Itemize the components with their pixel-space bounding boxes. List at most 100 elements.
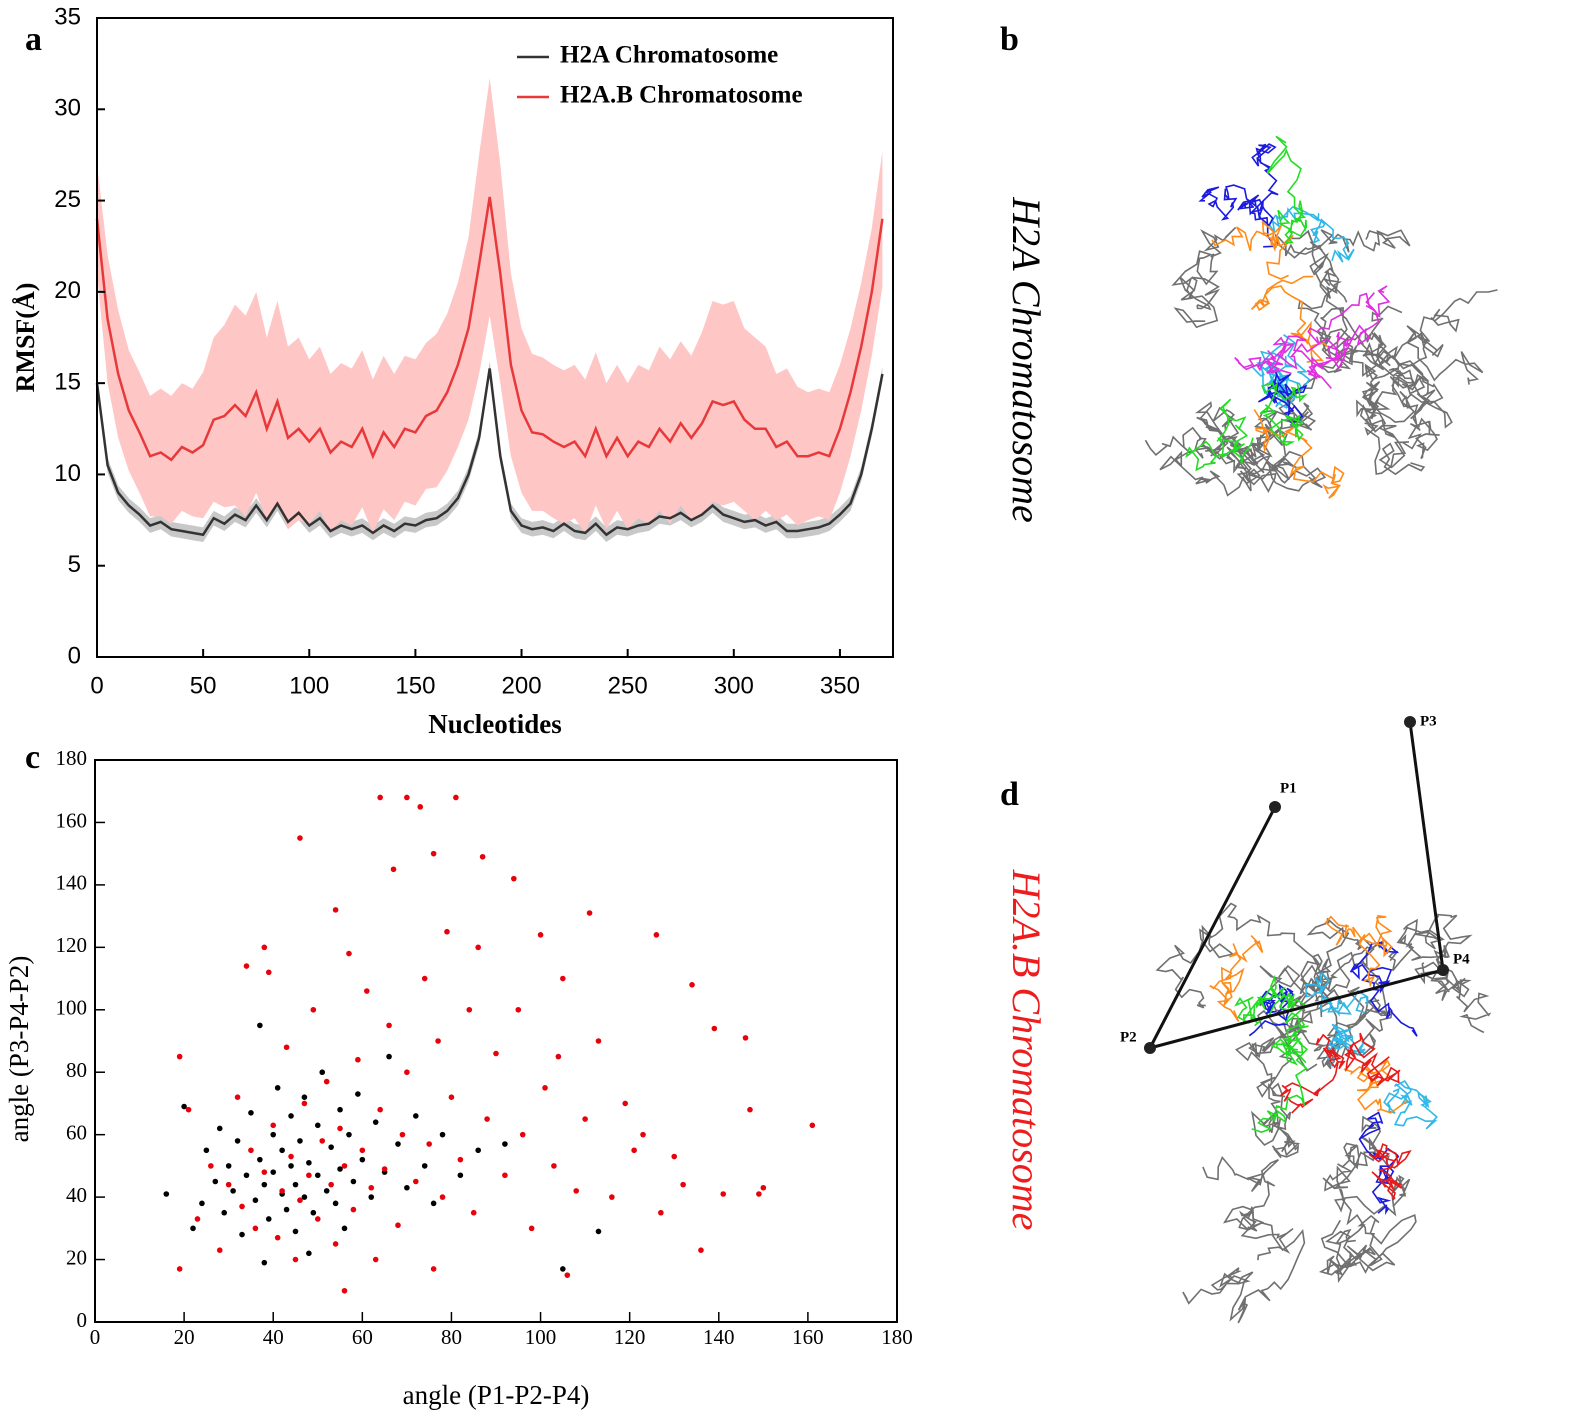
x-axis-title: Nucleotides bbox=[428, 709, 561, 739]
scatter-point bbox=[283, 1044, 290, 1051]
scatter-point bbox=[279, 1188, 285, 1194]
scatter-point bbox=[297, 1197, 303, 1204]
scatter-point bbox=[698, 1247, 704, 1253]
scatter-point bbox=[297, 835, 303, 841]
scatter-point bbox=[216, 1125, 223, 1132]
scatter-point bbox=[265, 1216, 272, 1222]
molecule-strand bbox=[1311, 940, 1384, 1018]
legend-label: H2A.B Chromatosome bbox=[560, 82, 803, 109]
point-label: P2 bbox=[1120, 1029, 1137, 1045]
legend-label: H2A Chromatosome bbox=[560, 42, 778, 69]
molecule-strand bbox=[1318, 307, 1391, 377]
scatter-point bbox=[212, 1178, 219, 1185]
scatter-point bbox=[377, 794, 383, 801]
y-tick-label: 140 bbox=[56, 871, 88, 895]
scatter-point bbox=[386, 1053, 392, 1060]
scatter-point bbox=[484, 1116, 490, 1122]
scatter-point bbox=[457, 1172, 464, 1179]
molecule-strand bbox=[1378, 325, 1484, 420]
molecule-strand bbox=[1259, 380, 1308, 446]
molecule-strand bbox=[1253, 409, 1345, 499]
scatter-point bbox=[395, 1141, 401, 1147]
scatter-point bbox=[760, 1184, 767, 1191]
scatter-point bbox=[537, 932, 544, 938]
scatter-point bbox=[341, 1225, 348, 1232]
scatter-point bbox=[279, 1147, 285, 1154]
angle-segment bbox=[1149, 968, 1444, 1050]
scatter-point bbox=[511, 875, 517, 882]
y-tick-label: 5 bbox=[68, 551, 81, 578]
y-tick-label: 0 bbox=[68, 642, 81, 669]
scatter-point bbox=[248, 1110, 254, 1116]
scatter-point bbox=[257, 1022, 263, 1029]
scatter-point bbox=[261, 1259, 268, 1266]
molecule-strand bbox=[1306, 292, 1380, 389]
scatter-point bbox=[404, 794, 410, 801]
scatter-point bbox=[208, 1163, 214, 1169]
scatter-point bbox=[270, 1122, 277, 1129]
scatter-point bbox=[332, 1241, 339, 1247]
point-label: P4 bbox=[1453, 951, 1470, 967]
molecule-strand bbox=[1414, 958, 1492, 1034]
scatter-point bbox=[194, 1216, 201, 1222]
scatter-point bbox=[466, 1006, 473, 1013]
x-tick-label: 100 bbox=[289, 672, 329, 699]
molecule-strand bbox=[1343, 1032, 1401, 1087]
molecule-strand bbox=[1359, 363, 1417, 439]
scatter-point bbox=[448, 1094, 455, 1100]
panel-label: d bbox=[1000, 776, 1019, 813]
molecule-strand bbox=[1324, 914, 1394, 988]
y-tick-label: 30 bbox=[54, 95, 81, 122]
scatter-point bbox=[306, 1250, 312, 1257]
scatter-point bbox=[390, 866, 397, 873]
scatter-point bbox=[314, 1216, 321, 1222]
scatter-point bbox=[288, 1163, 294, 1169]
scatter-point bbox=[502, 1141, 508, 1147]
scatter-point bbox=[314, 1122, 321, 1129]
scatter-point bbox=[631, 1147, 637, 1154]
scatter-point bbox=[742, 1035, 749, 1041]
scatter-point bbox=[199, 1200, 205, 1207]
scatter-point bbox=[355, 1056, 361, 1063]
scatter-point bbox=[435, 1038, 441, 1044]
y-tick-label: 40 bbox=[66, 1183, 87, 1207]
panel-label: b bbox=[1000, 21, 1019, 58]
scatter-point bbox=[560, 975, 566, 982]
molecule-strand bbox=[1155, 902, 1322, 1009]
y-tick-label: 80 bbox=[66, 1058, 87, 1082]
x-tick-label: 350 bbox=[820, 672, 860, 699]
scatter-point bbox=[332, 1200, 339, 1207]
anchor-point bbox=[1144, 1042, 1156, 1054]
molecule-strand bbox=[1279, 1033, 1346, 1114]
scatter-point bbox=[453, 794, 459, 801]
scatter-point bbox=[261, 1169, 268, 1175]
scatter-point bbox=[413, 1178, 419, 1185]
molecule-strand bbox=[1251, 1020, 1309, 1133]
scatter-point bbox=[306, 1159, 312, 1166]
anchor-point bbox=[1269, 801, 1281, 813]
panel-label: c bbox=[25, 739, 40, 776]
structure-drawings bbox=[1144, 135, 1498, 1324]
scatter-point bbox=[163, 1191, 170, 1197]
scatter-point bbox=[413, 1113, 419, 1119]
scatter-point bbox=[230, 1188, 236, 1194]
scatter-point bbox=[622, 1100, 629, 1107]
scatter-point bbox=[475, 944, 481, 951]
structure-title: H2A Chromatosome bbox=[1004, 196, 1049, 523]
scatter-point bbox=[363, 988, 370, 994]
molecule-strand bbox=[1319, 269, 1498, 371]
scatter-point bbox=[190, 1225, 196, 1232]
x-tick-label: 250 bbox=[608, 672, 648, 699]
scatter-point bbox=[689, 982, 695, 988]
point-label: P1 bbox=[1280, 780, 1297, 796]
scatter-point bbox=[239, 1203, 245, 1210]
y-tick-label: 35 bbox=[54, 3, 81, 30]
scatter-point bbox=[310, 1006, 317, 1013]
scatter-point bbox=[747, 1106, 753, 1113]
molecule-strand bbox=[1171, 226, 1237, 329]
x-tick-label: 150 bbox=[395, 672, 435, 699]
scatter-point bbox=[301, 1194, 308, 1200]
scatter-point bbox=[355, 1091, 361, 1097]
scatter-point bbox=[421, 1163, 428, 1169]
